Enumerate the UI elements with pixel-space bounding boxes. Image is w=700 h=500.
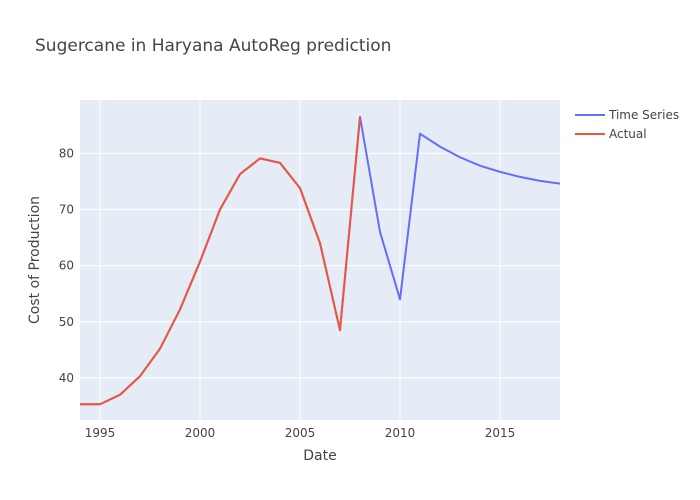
y-tick-label: 80 bbox=[59, 146, 74, 160]
x-tick-label: 2010 bbox=[385, 426, 416, 440]
x-tick-label: 1995 bbox=[85, 426, 116, 440]
grid bbox=[80, 100, 560, 420]
series-line-actual bbox=[80, 116, 361, 406]
chart-title: Sugercane in Haryana AutoReg prediction bbox=[35, 36, 391, 56]
y-tick-label: 40 bbox=[59, 371, 74, 385]
legend-item-actual[interactable]: Actual bbox=[575, 127, 647, 141]
x-axis-ticks: 1995 2000 2005 2010 2015 bbox=[85, 426, 516, 440]
plot-area bbox=[80, 100, 560, 420]
legend[interactable]: Time Series Actual bbox=[575, 108, 679, 141]
series-layer bbox=[80, 115, 561, 406]
x-tick-label: 2005 bbox=[285, 426, 316, 440]
legend-label: Actual bbox=[609, 127, 647, 141]
x-tick-label: 2000 bbox=[185, 426, 216, 440]
y-tick-label: 60 bbox=[59, 259, 74, 273]
x-axis-title: Date bbox=[303, 448, 336, 464]
x-tick-label: 2015 bbox=[485, 426, 516, 440]
y-tick-label: 70 bbox=[59, 202, 74, 216]
legend-label: Time Series bbox=[608, 108, 679, 122]
legend-item-time-series[interactable]: Time Series bbox=[575, 108, 679, 122]
y-axis-ticks: 40 50 60 70 80 bbox=[59, 146, 74, 385]
y-axis-title: Cost of Production bbox=[27, 196, 43, 324]
y-tick-label: 50 bbox=[59, 315, 74, 329]
